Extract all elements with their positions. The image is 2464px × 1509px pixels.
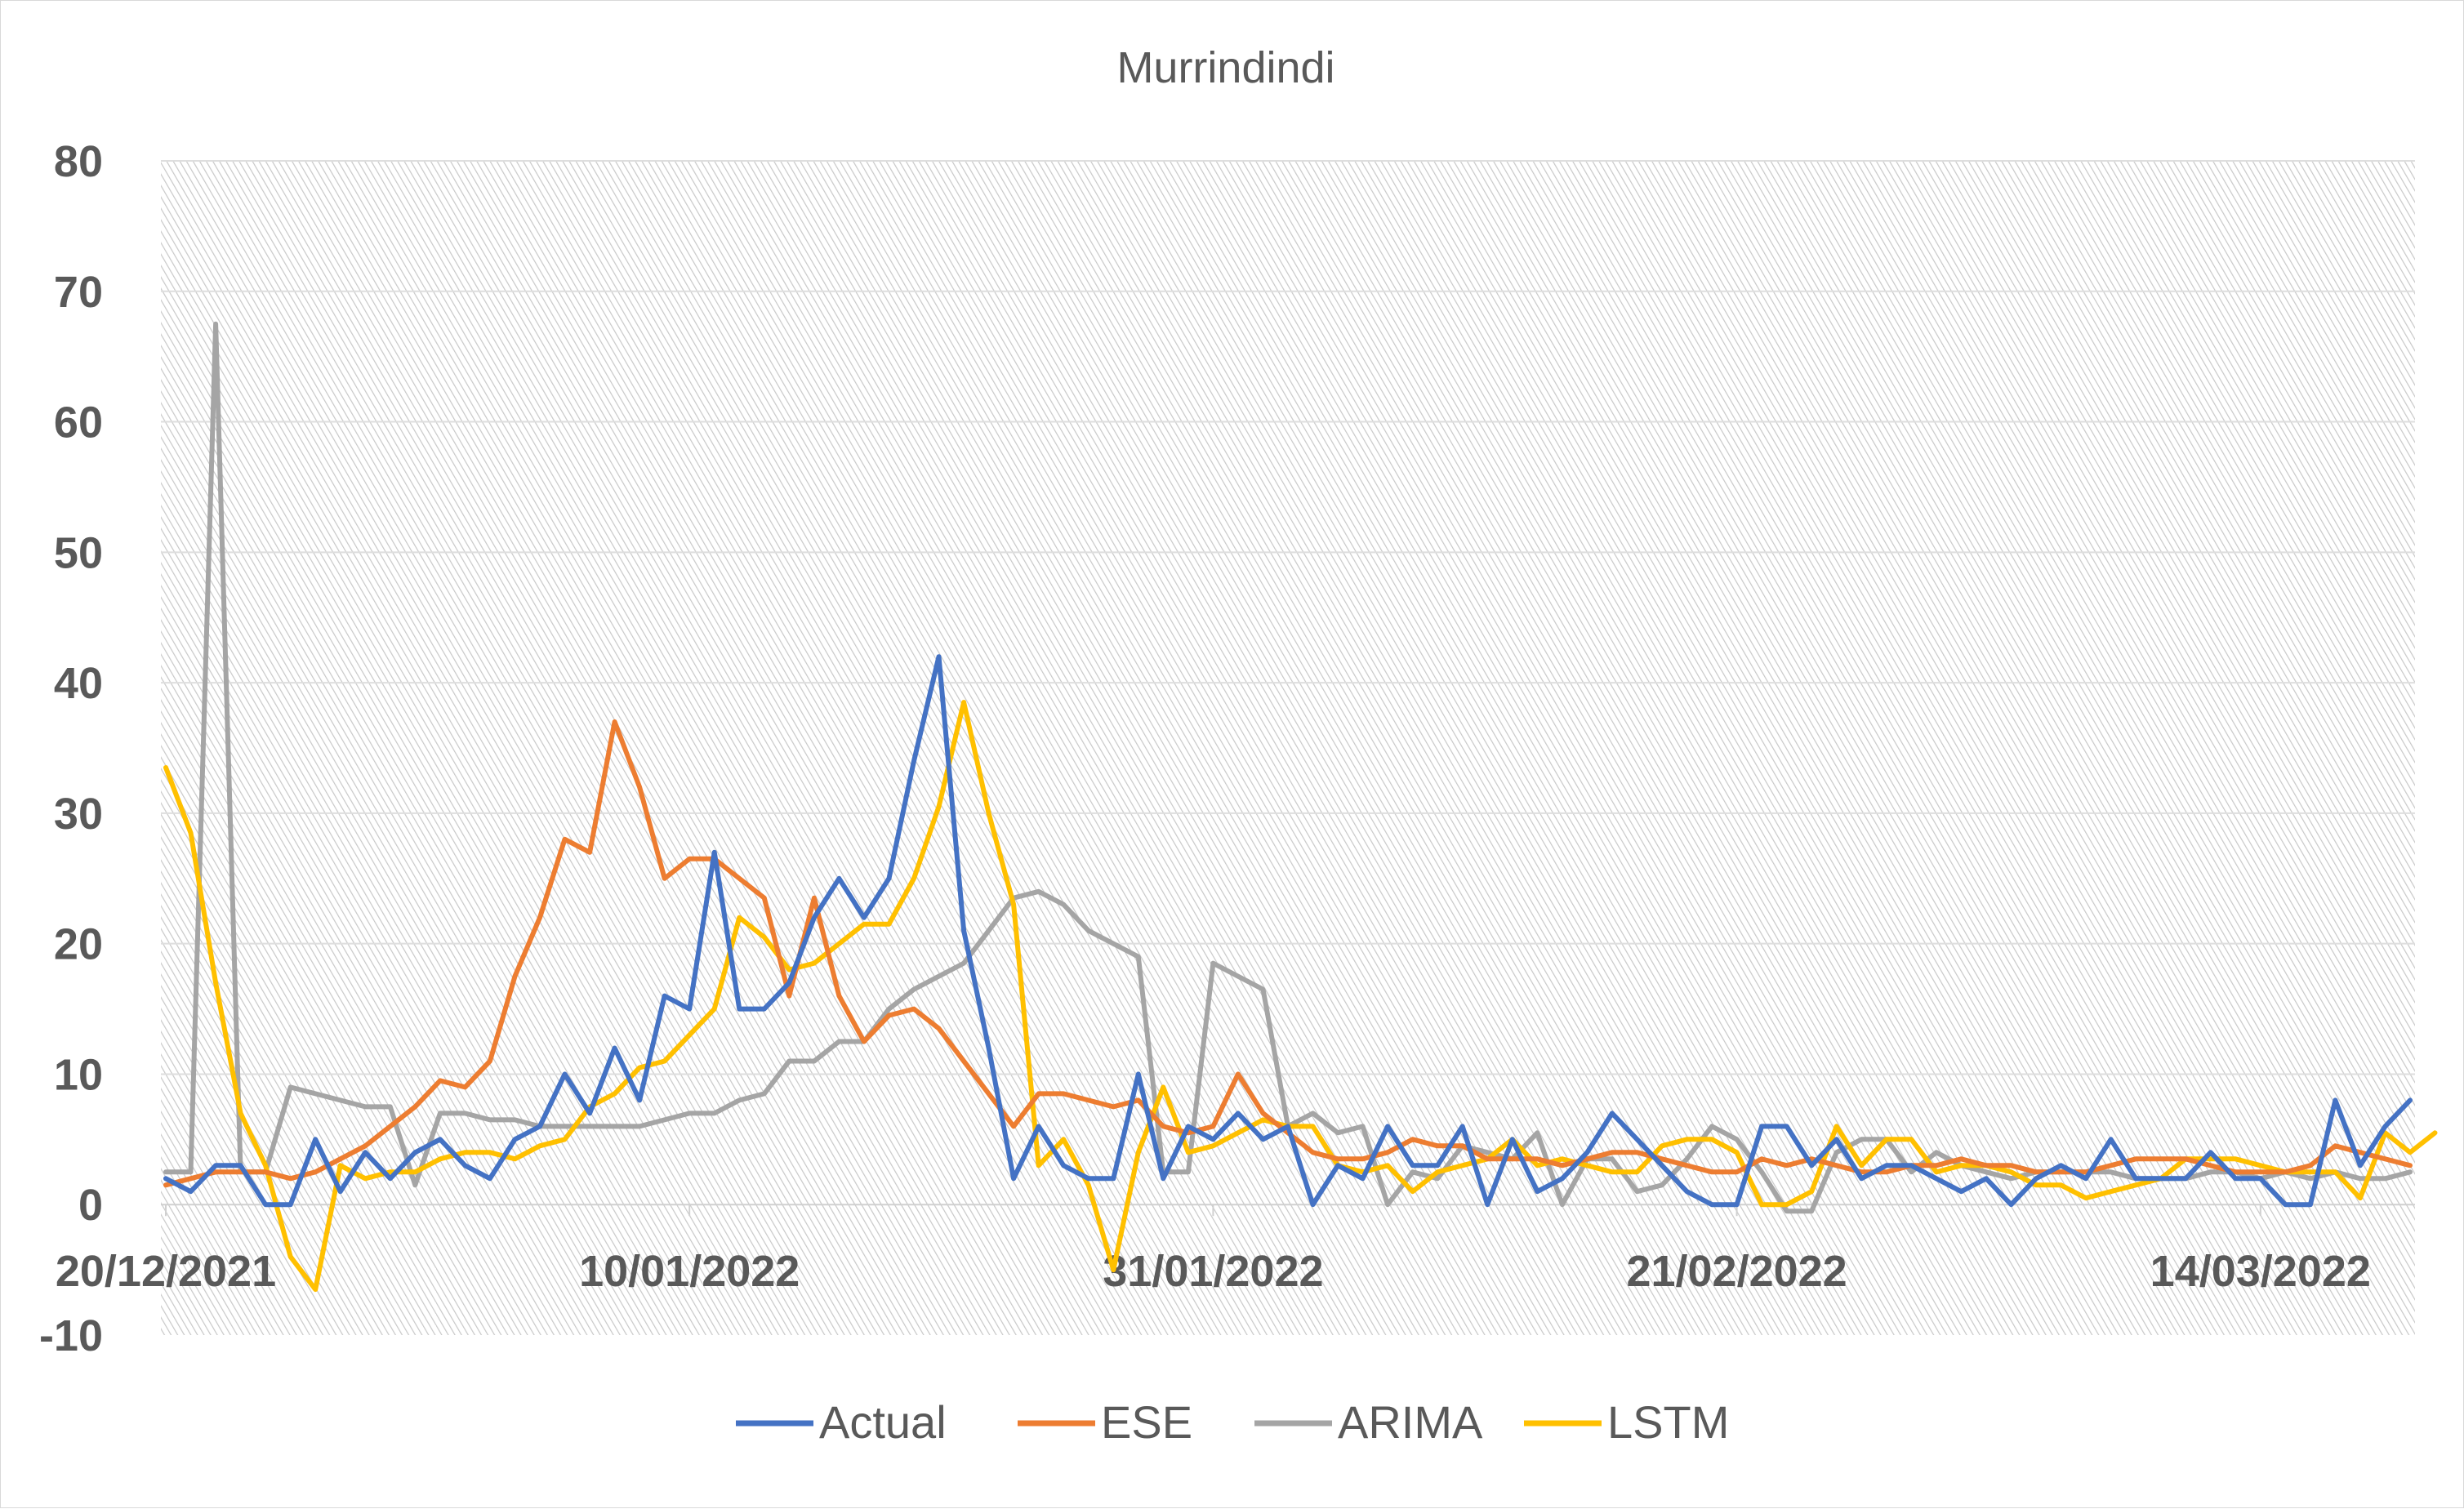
y-tick-label: 0: [78, 1181, 103, 1230]
y-tick-label: 20: [54, 920, 103, 969]
y-tick-label: 10: [54, 1050, 103, 1099]
legend-label-actual: Actual: [819, 1396, 947, 1448]
y-tick-label: 40: [54, 659, 103, 708]
legend-label-arima: ARIMA: [1338, 1396, 1483, 1448]
x-tick-label: 20/12/2021: [56, 1247, 276, 1296]
x-tick-label: 31/01/2022: [1103, 1247, 1323, 1296]
y-tick-label: 30: [54, 790, 103, 839]
gridlines: [161, 160, 2415, 1206]
y-tick-label: -10: [39, 1311, 103, 1360]
legend-label-lstm: LSTM: [1607, 1396, 1729, 1448]
y-tick-label: 80: [54, 137, 103, 186]
x-axis-ticks: 20/12/2021 10/01/2022 31/01/2022 21/02/2022…: [56, 1204, 2371, 1296]
series-lines: [163, 321, 2438, 1293]
x-tick-label: 21/02/2022: [1626, 1247, 1847, 1296]
plot-area: [161, 161, 2415, 1335]
series-line-actual: [163, 654, 2413, 1208]
series-line-lstm: [163, 700, 2438, 1293]
legend-label-ese: ESE: [1101, 1396, 1192, 1448]
legend: Actual ESE ARIMA LSTM: [736, 1396, 1729, 1448]
y-tick-label: 60: [54, 398, 103, 447]
x-tick-label: 14/03/2022: [2150, 1247, 2371, 1296]
x-tick-label: 10/01/2022: [579, 1247, 800, 1296]
y-tick-label: 50: [54, 528, 103, 577]
chart-title: Murrindindi: [1116, 43, 1334, 92]
y-tick-label: 70: [54, 268, 103, 317]
y-axis-ticks: 80 70 60 50 40 30 20 10 0 -10: [39, 137, 103, 1360]
